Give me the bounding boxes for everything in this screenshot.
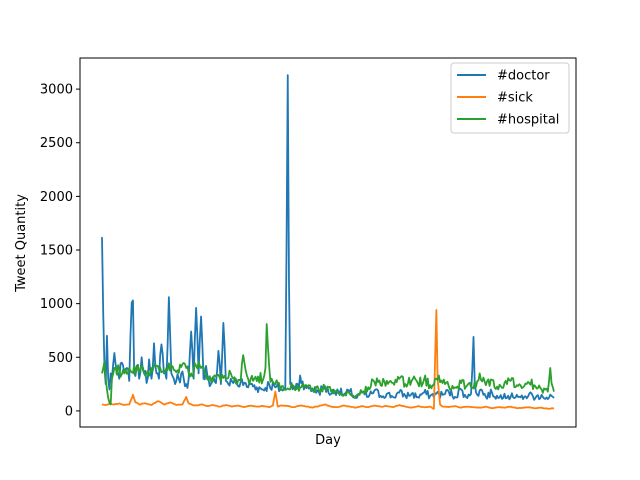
y-axis-label: Tweet Quantity: [14, 194, 29, 293]
legend-label: #doctor: [497, 69, 550, 84]
y-tick-label: 1000: [40, 297, 73, 312]
y-tick-label: 1500: [40, 244, 73, 259]
y-tick-label: 500: [48, 351, 73, 366]
y-tick-label: 3000: [40, 83, 73, 98]
series-layer: [101, 74, 555, 410]
legend-frame: [450, 62, 570, 134]
series-line-hospital: [101, 323, 555, 406]
legend-label: #hospital: [497, 113, 559, 128]
series-line-sick: [101, 309, 555, 410]
plot-area: [79, 57, 577, 428]
y-tick-label: 2500: [40, 136, 73, 151]
legend-label: #sick: [497, 91, 533, 106]
y-axis: 0 500 1000 1500 2000 2500 3000: [40, 83, 80, 419]
y-tick-label: 0: [65, 404, 73, 419]
y-tick-label: 2000: [40, 190, 73, 205]
series-line-doctor: [101, 74, 555, 401]
axes-frame: [79, 57, 577, 428]
legend: #doctor #sick #hospital: [450, 62, 570, 134]
x-axis-label: Day: [315, 433, 341, 448]
